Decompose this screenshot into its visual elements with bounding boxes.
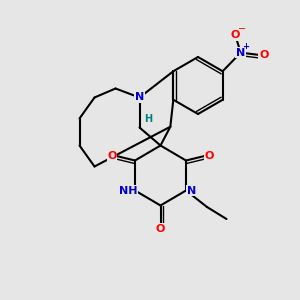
Text: O: O: [107, 151, 117, 161]
Text: N: N: [187, 185, 196, 196]
Text: N: N: [135, 92, 144, 103]
Text: O: O: [204, 151, 214, 161]
Text: NH: NH: [119, 185, 138, 196]
Text: +: +: [243, 41, 250, 50]
Text: O: O: [231, 30, 240, 40]
Text: O: O: [259, 50, 268, 60]
Text: N: N: [236, 48, 245, 58]
Text: H: H: [144, 113, 153, 124]
Text: −: −: [238, 24, 246, 34]
Text: O: O: [156, 224, 165, 234]
